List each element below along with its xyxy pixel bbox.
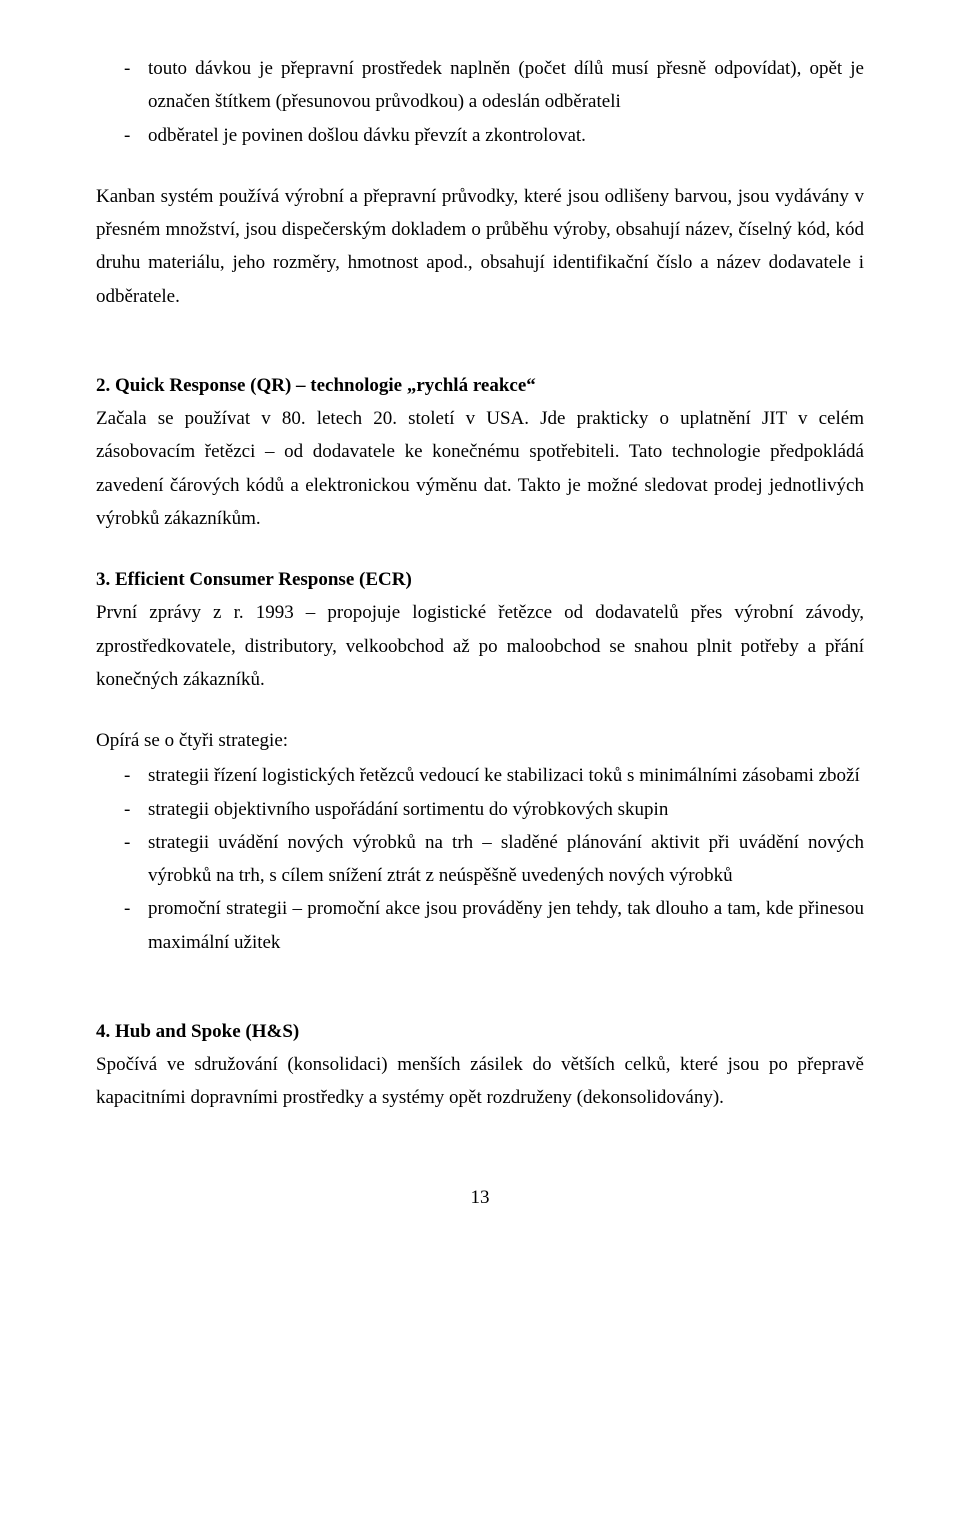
- list-item: promoční strategii – promoční akce jsou …: [124, 892, 864, 959]
- section-3-heading: 3. Efficient Consumer Response (ECR): [96, 563, 864, 596]
- page-number: 13: [96, 1181, 864, 1214]
- strategies-intro: Opírá se o čtyři strategie:: [96, 724, 864, 757]
- list-item: strategii řízení logistických řetězců ve…: [124, 759, 864, 792]
- section-2-heading: 2. Quick Response (QR) – technologie „ry…: [96, 369, 864, 402]
- top-bullet-list: touto dávkou je přepravní prostředek nap…: [96, 52, 864, 152]
- section-4-heading: 4. Hub and Spoke (H&S): [96, 1015, 864, 1048]
- list-item: touto dávkou je přepravní prostředek nap…: [124, 52, 864, 119]
- section-3-body: První zprávy z r. 1993 – propojuje logis…: [96, 596, 864, 696]
- list-item: odběratel je povinen došlou dávku převzí…: [124, 119, 864, 152]
- section-4-body: Spočívá ve sdružování (konsolidaci) menš…: [96, 1048, 864, 1115]
- section-2-body: Začala se používat v 80. letech 20. stol…: [96, 402, 864, 535]
- list-item: strategii uvádění nových výrobků na trh …: [124, 826, 864, 893]
- kanban-paragraph: Kanban systém používá výrobní a přepravn…: [96, 180, 864, 313]
- list-item: strategii objektivního uspořádání sortim…: [124, 793, 864, 826]
- strategies-list: strategii řízení logistických řetězců ve…: [96, 759, 864, 959]
